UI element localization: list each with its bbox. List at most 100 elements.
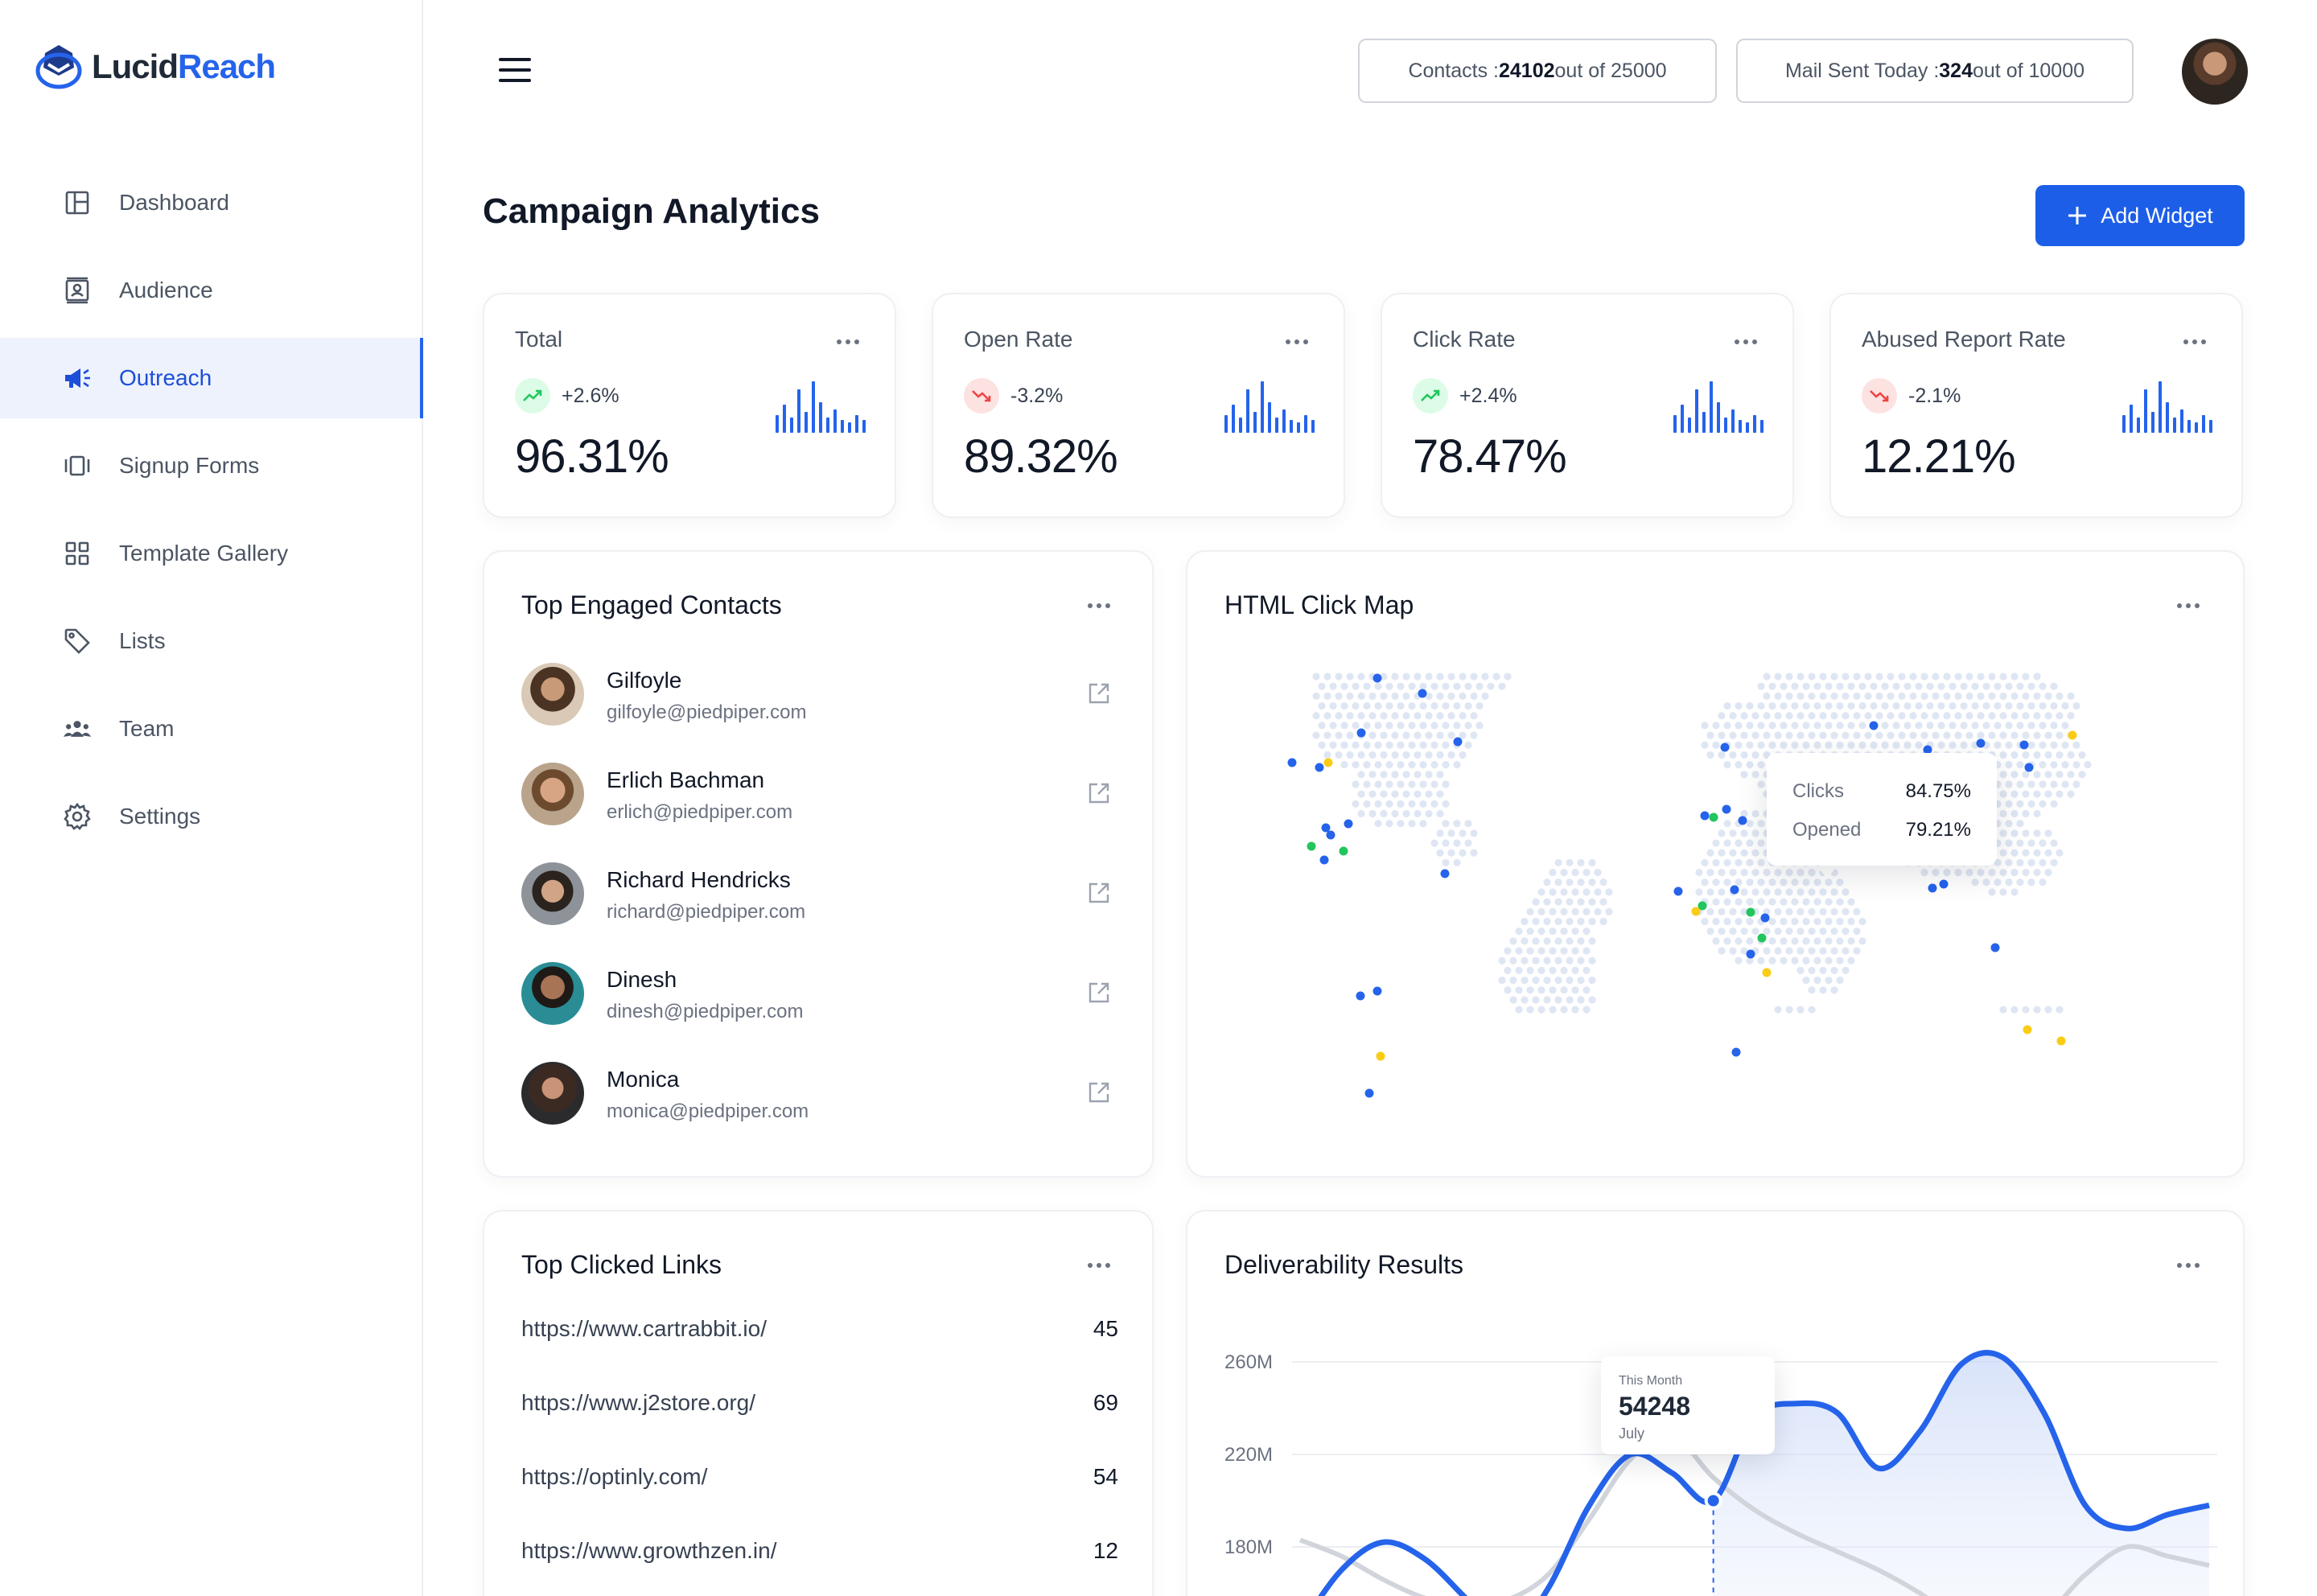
sidebar-item-settings[interactable]: Settings	[0, 776, 423, 857]
map-activity-dot[interactable]	[1709, 812, 1718, 822]
map-activity-dot[interactable]	[1720, 742, 1730, 752]
sidebar-item-dashboard[interactable]: Dashboard	[0, 162, 423, 243]
stat-label: Total	[515, 327, 563, 352]
brand-logo[interactable]: LucidReach	[34, 43, 276, 90]
map-activity-dot[interactable]	[2068, 730, 2077, 740]
external-link-icon[interactable]	[1086, 880, 1112, 906]
more-options-icon[interactable]	[837, 339, 859, 344]
more-options-icon[interactable]	[2177, 1263, 2200, 1268]
more-options-icon[interactable]	[1088, 603, 1110, 608]
map-activity-dot[interactable]	[1869, 721, 1879, 730]
chart-highlight-point[interactable]	[1704, 1491, 1722, 1510]
stat-mini-chart	[2122, 381, 2212, 433]
add-widget-button[interactable]: Add Widget	[2035, 185, 2245, 246]
map-dot	[2067, 712, 2075, 720]
link-url[interactable]: https://www.j2store.org/	[521, 1390, 756, 1415]
map-activity-dot[interactable]	[1746, 949, 1755, 959]
map-activity-dot[interactable]	[1440, 869, 1450, 878]
map-activity-dot[interactable]	[1976, 738, 1986, 748]
sidebar-item-audience[interactable]: Audience	[0, 250, 423, 331]
map-dot	[2072, 701, 2080, 710]
map-activity-dot[interactable]	[1323, 758, 1333, 767]
map-dot	[2050, 682, 2058, 690]
map-activity-dot[interactable]	[1928, 883, 1937, 893]
map-dot	[1436, 751, 1444, 759]
map-activity-dot[interactable]	[1373, 673, 1382, 683]
map-activity-dot[interactable]	[1321, 823, 1331, 833]
map-activity-dot[interactable]	[1923, 745, 1932, 755]
map-activity-dot[interactable]	[1691, 907, 1701, 916]
map-dot	[1740, 751, 1748, 759]
map-activity-dot[interactable]	[1315, 763, 1324, 772]
map-activity-dot[interactable]	[1746, 907, 1755, 917]
external-link-icon[interactable]	[1086, 1080, 1112, 1105]
map-activity-dot[interactable]	[1757, 933, 1767, 943]
map-dot	[1977, 712, 1985, 720]
external-link-icon[interactable]	[1086, 681, 1112, 706]
map-dot	[1475, 701, 1484, 710]
map-activity-dot[interactable]	[1762, 968, 1772, 977]
map-dot	[1323, 673, 1331, 681]
map-activity-dot[interactable]	[1364, 1088, 1374, 1098]
map-dot	[1903, 682, 1912, 690]
map-activity-dot[interactable]	[1453, 737, 1463, 747]
map-dot	[1920, 692, 1928, 700]
map-activity-dot[interactable]	[1326, 830, 1335, 840]
external-link-icon[interactable]	[1086, 780, 1112, 806]
stat-label: Open Rate	[964, 327, 1073, 352]
map-activity-dot[interactable]	[1939, 879, 1949, 889]
link-count: 69	[1093, 1390, 1118, 1415]
map-dot	[1329, 741, 1337, 749]
map-activity-dot[interactable]	[1731, 1047, 1741, 1057]
map-activity-dot[interactable]	[1307, 841, 1316, 851]
sidebar-item-lists[interactable]: Lists	[0, 601, 423, 681]
map-activity-dot[interactable]	[1698, 901, 1707, 911]
map-dot	[1836, 917, 1844, 926]
user-avatar[interactable]	[2182, 39, 2248, 105]
mini-bar	[797, 389, 800, 433]
mini-bar	[812, 381, 815, 433]
map-activity-dot[interactable]	[1373, 986, 1382, 996]
more-options-icon[interactable]	[1088, 1263, 1110, 1268]
world-dot-map[interactable]	[1187, 552, 2246, 1179]
map-activity-dot[interactable]	[2019, 740, 2029, 750]
more-options-icon[interactable]	[2183, 339, 2206, 344]
more-options-icon[interactable]	[1735, 339, 1757, 344]
map-activity-dot[interactable]	[1418, 689, 1427, 698]
map-dot	[1858, 917, 1866, 926]
mini-bar	[776, 415, 779, 433]
map-activity-dot[interactable]	[2023, 1025, 2032, 1035]
map-dot	[1470, 829, 1478, 837]
link-url[interactable]: https://optinly.com/	[521, 1464, 708, 1489]
sidebar-item-outreach[interactable]: Outreach	[0, 338, 423, 418]
external-link-icon[interactable]	[1086, 980, 1112, 1006]
more-options-icon[interactable]	[2177, 603, 2200, 608]
map-dot	[2033, 790, 2041, 798]
map-activity-dot[interactable]	[2056, 1036, 2066, 1046]
map-activity-dot[interactable]	[2024, 763, 2034, 772]
map-activity-dot[interactable]	[1339, 846, 1348, 856]
map-activity-dot[interactable]	[1760, 913, 1770, 923]
map-activity-dot[interactable]	[1344, 819, 1353, 829]
map-activity-dot[interactable]	[1376, 1051, 1385, 1061]
map-activity-dot[interactable]	[1319, 855, 1329, 865]
map-activity-dot[interactable]	[1673, 886, 1683, 896]
map-activity-dot[interactable]	[1990, 943, 2000, 952]
more-options-icon[interactable]	[1286, 339, 1308, 344]
link-url[interactable]: https://www.cartrabbit.io/	[521, 1316, 768, 1341]
menu-toggle-button[interactable]	[499, 58, 531, 82]
sidebar-item-team[interactable]: Team	[0, 689, 423, 769]
map-dot	[2033, 712, 2041, 720]
link-url[interactable]: https://www.growthzen.in/	[521, 1538, 777, 1563]
map-activity-dot[interactable]	[1730, 885, 1739, 895]
map-activity-dot[interactable]	[1356, 728, 1366, 738]
map-activity-dot[interactable]	[1722, 804, 1731, 814]
map-dot	[1774, 673, 1782, 681]
map-activity-dot[interactable]	[1356, 991, 1365, 1001]
sidebar-item-template-gallery[interactable]: Template Gallery	[0, 513, 423, 594]
sidebar-item-signup-forms[interactable]: Signup Forms	[0, 426, 423, 506]
map-activity-dot[interactable]	[1738, 816, 1747, 825]
map-activity-dot[interactable]	[1287, 758, 1297, 767]
map-activity-dot[interactable]	[1700, 811, 1710, 821]
map-dot	[1532, 976, 1540, 985]
